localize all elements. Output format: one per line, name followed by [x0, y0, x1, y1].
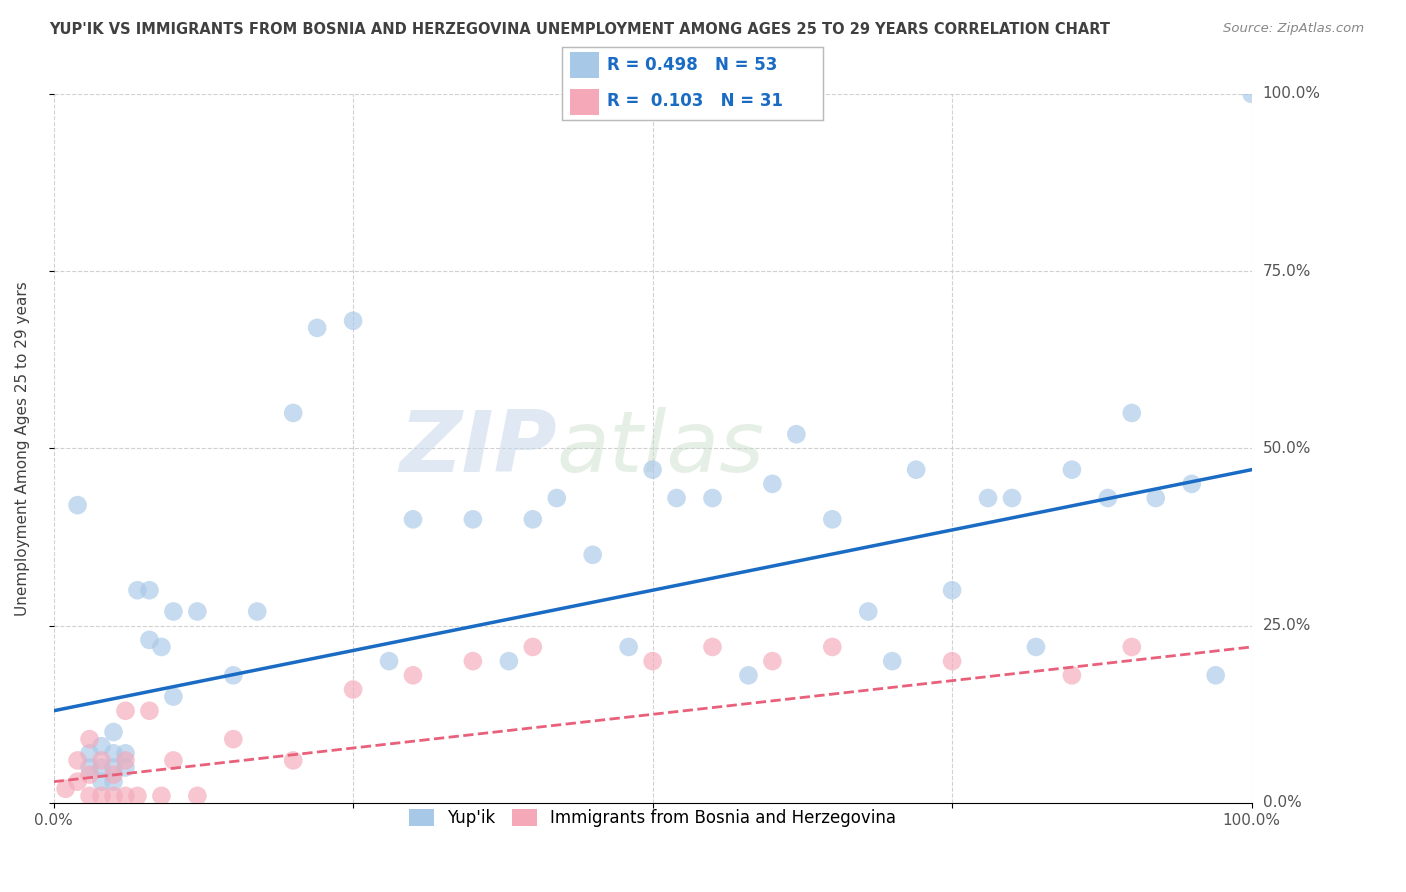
Point — [90, 739, 112, 754]
Point — [162, 605, 184, 619]
Point — [702, 491, 724, 505]
Point — [103, 725, 125, 739]
Text: 0.0%: 0.0% — [1263, 796, 1302, 811]
Point — [461, 654, 484, 668]
Point — [1025, 640, 1047, 654]
Point — [1060, 668, 1083, 682]
Point — [641, 654, 664, 668]
Point — [127, 583, 149, 598]
Point — [858, 605, 880, 619]
Point — [150, 640, 173, 654]
Point — [1144, 491, 1167, 505]
Point — [821, 512, 844, 526]
Point — [114, 753, 136, 767]
Point — [307, 321, 329, 335]
Point — [66, 753, 89, 767]
Point — [702, 640, 724, 654]
Text: 75.0%: 75.0% — [1263, 264, 1310, 278]
Legend: Yup'ik, Immigrants from Bosnia and Herzegovina: Yup'ik, Immigrants from Bosnia and Herze… — [402, 802, 903, 834]
Point — [162, 753, 184, 767]
Text: R = 0.498   N = 53: R = 0.498 N = 53 — [606, 56, 778, 74]
Point — [79, 760, 101, 774]
Point — [342, 314, 364, 328]
Point — [461, 512, 484, 526]
Point — [522, 512, 544, 526]
Point — [1240, 87, 1263, 101]
Point — [66, 774, 89, 789]
Point — [90, 774, 112, 789]
Point — [138, 704, 160, 718]
Point — [138, 583, 160, 598]
Point — [378, 654, 401, 668]
Point — [114, 760, 136, 774]
Point — [1205, 668, 1227, 682]
Point — [90, 760, 112, 774]
Point — [1121, 406, 1143, 420]
Point — [402, 668, 425, 682]
Point — [821, 640, 844, 654]
Point — [977, 491, 1000, 505]
Point — [55, 781, 77, 796]
Point — [103, 747, 125, 761]
Point — [246, 605, 269, 619]
Text: 25.0%: 25.0% — [1263, 618, 1310, 633]
Point — [761, 654, 783, 668]
Point — [127, 789, 149, 803]
Point — [785, 427, 807, 442]
Point — [882, 654, 904, 668]
Text: R =  0.103   N = 31: R = 0.103 N = 31 — [606, 93, 783, 111]
Point — [114, 747, 136, 761]
Point — [162, 690, 184, 704]
Point — [941, 654, 963, 668]
Point — [761, 476, 783, 491]
Point — [103, 760, 125, 774]
Point — [283, 753, 305, 767]
Point — [617, 640, 640, 654]
Point — [103, 789, 125, 803]
Text: 50.0%: 50.0% — [1263, 441, 1310, 456]
Point — [1001, 491, 1024, 505]
Point — [79, 732, 101, 747]
Point — [79, 789, 101, 803]
Y-axis label: Unemployment Among Ages 25 to 29 years: Unemployment Among Ages 25 to 29 years — [15, 281, 30, 615]
Point — [186, 789, 208, 803]
Point — [66, 498, 89, 512]
Point — [546, 491, 568, 505]
Point — [522, 640, 544, 654]
Point — [90, 753, 112, 767]
Point — [114, 789, 136, 803]
Point — [79, 767, 101, 781]
Point — [402, 512, 425, 526]
Point — [1121, 640, 1143, 654]
Text: Source: ZipAtlas.com: Source: ZipAtlas.com — [1223, 22, 1364, 36]
Point — [186, 605, 208, 619]
Point — [103, 774, 125, 789]
Point — [90, 789, 112, 803]
Point — [222, 668, 245, 682]
Point — [1181, 476, 1204, 491]
Text: YUP'IK VS IMMIGRANTS FROM BOSNIA AND HERZEGOVINA UNEMPLOYMENT AMONG AGES 25 TO 2: YUP'IK VS IMMIGRANTS FROM BOSNIA AND HER… — [49, 22, 1111, 37]
Point — [941, 583, 963, 598]
Point — [222, 732, 245, 747]
Text: atlas: atlas — [557, 407, 765, 490]
FancyBboxPatch shape — [571, 53, 599, 78]
Point — [103, 767, 125, 781]
Point — [283, 406, 305, 420]
Text: ZIP: ZIP — [399, 407, 557, 490]
Point — [150, 789, 173, 803]
Point — [665, 491, 688, 505]
Text: 100.0%: 100.0% — [1263, 87, 1320, 102]
Point — [114, 704, 136, 718]
Point — [498, 654, 520, 668]
Point — [905, 463, 928, 477]
FancyBboxPatch shape — [571, 89, 599, 114]
Point — [342, 682, 364, 697]
Point — [641, 463, 664, 477]
Point — [582, 548, 605, 562]
Point — [737, 668, 759, 682]
Point — [1097, 491, 1119, 505]
Point — [1060, 463, 1083, 477]
Point — [138, 632, 160, 647]
Point — [79, 747, 101, 761]
